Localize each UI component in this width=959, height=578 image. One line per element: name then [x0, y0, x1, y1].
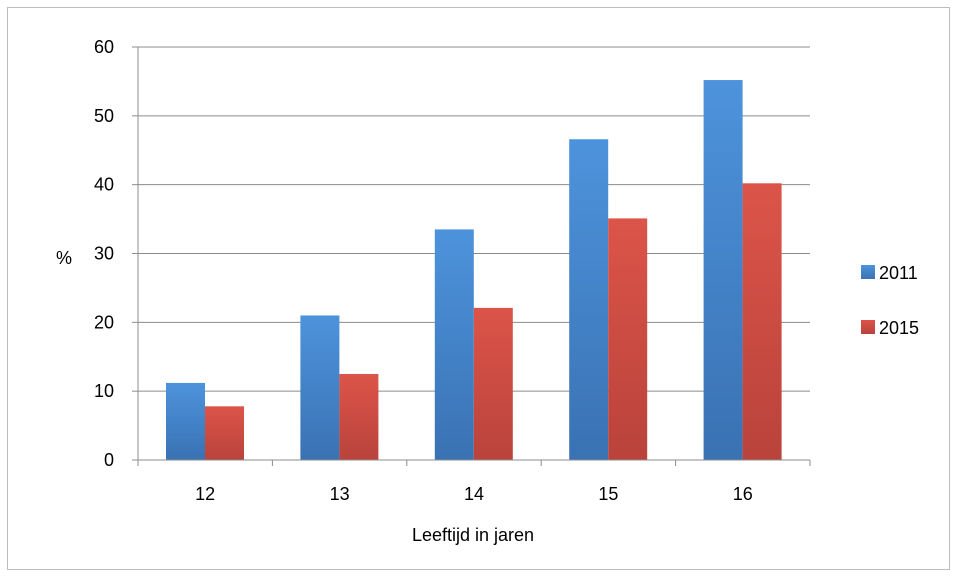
y-axis-title: % — [56, 248, 72, 268]
y-tick-label: 60 — [94, 37, 114, 57]
x-tick-label: 16 — [733, 484, 753, 504]
bar-2011-14 — [434, 229, 474, 460]
y-tick-label: 40 — [94, 175, 114, 195]
bar-2015-15 — [608, 218, 648, 460]
bar-2011-15 — [569, 139, 609, 460]
x-axis-title: Leeftijd in jaren — [412, 525, 534, 545]
bar-2015-14 — [473, 307, 513, 460]
axes — [132, 46, 811, 466]
gridlines — [138, 46, 810, 392]
chart-frame — [7, 7, 950, 570]
bar-2011-13 — [300, 315, 340, 460]
y-tick-label: 20 — [94, 312, 114, 332]
x-tick-label: 14 — [464, 484, 484, 504]
x-tick-labels: 12 13 14 15 16 — [195, 484, 753, 504]
legend-swatch-2011 — [861, 265, 875, 279]
y-tick-label: 30 — [94, 244, 114, 264]
bars — [166, 80, 782, 461]
y-tick-label: 0 — [104, 450, 114, 470]
x-tick-label: 12 — [195, 484, 215, 504]
bar-2015-12 — [205, 406, 244, 460]
bar-2015-16 — [742, 183, 782, 461]
legend: 2011 2015 — [861, 263, 919, 338]
x-tick-label: 13 — [330, 484, 350, 504]
legend-label-2015: 2015 — [879, 318, 919, 338]
y-tick-label: 50 — [94, 106, 114, 126]
y-tick-label: 10 — [94, 381, 114, 401]
bar-2011-16 — [703, 80, 743, 460]
bar-2011-12 — [166, 382, 205, 460]
legend-label-2011: 2011 — [879, 263, 918, 283]
legend-swatch-2015 — [861, 320, 875, 334]
y-tick-labels: 0 10 20 30 40 50 60 — [94, 37, 114, 470]
x-tick-label: 15 — [598, 484, 618, 504]
bar-2015-13 — [339, 373, 379, 460]
